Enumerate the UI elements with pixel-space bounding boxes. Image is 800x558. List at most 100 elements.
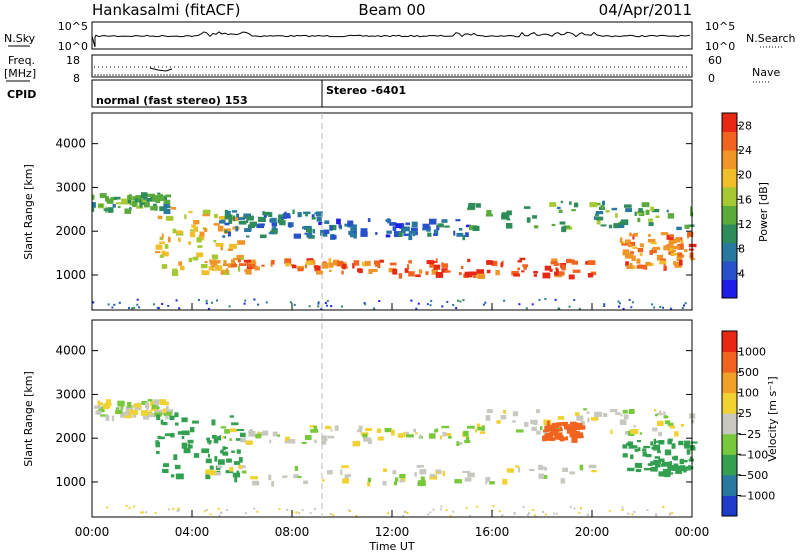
- velocity-y-ticks: 1000 2000 3000 4000: [55, 344, 692, 489]
- data-cell: [207, 453, 210, 458]
- data-cell: [139, 199, 142, 205]
- data-cell: [663, 471, 671, 478]
- data-cell: [205, 474, 211, 480]
- noise-cell: [608, 509, 611, 512]
- data-cell: [587, 260, 596, 265]
- data-cell: [579, 464, 584, 471]
- data-cell: [544, 433, 548, 438]
- data-cell: [500, 262, 503, 268]
- velocity-colorbar: 1000 500 100 25 −25 −100 −500 −1000: [721, 330, 775, 517]
- noise-cell: [289, 301, 292, 304]
- data-cell: [583, 408, 587, 411]
- noise-cell: [118, 301, 121, 304]
- data-cell: [132, 201, 138, 208]
- noise-cell: [293, 303, 296, 306]
- data-cell: [162, 408, 167, 414]
- data-cell: [375, 232, 378, 235]
- data-cell: [441, 425, 450, 429]
- data-cell: [301, 442, 307, 444]
- data-cell: [444, 225, 450, 228]
- data-cell: [567, 428, 574, 431]
- colorbar-swatch: [722, 495, 737, 517]
- data-cell: [634, 448, 639, 452]
- data-cell: [220, 219, 226, 224]
- data-cell: [215, 472, 221, 476]
- noise-cell: [140, 511, 143, 514]
- data-cell: [377, 262, 381, 269]
- data-cell: [143, 416, 150, 420]
- data-cell: [399, 473, 406, 479]
- data-cell: [115, 409, 123, 414]
- noise-cell: [462, 299, 465, 302]
- nsky-left-tick-top: 10^5: [58, 20, 88, 33]
- data-cell: [143, 202, 150, 208]
- data-cell: [153, 399, 160, 406]
- noise-cell: [430, 299, 433, 302]
- data-cell: [353, 260, 360, 266]
- data-cell: [188, 211, 193, 214]
- data-cell: [622, 249, 630, 255]
- data-cell: [224, 230, 228, 233]
- data-cell: [162, 422, 168, 426]
- data-cell: [312, 229, 316, 234]
- data-cell: [173, 454, 178, 460]
- data-cell: [479, 431, 486, 434]
- data-cell: [427, 232, 432, 237]
- data-cell: [225, 268, 229, 274]
- data-cell: [323, 229, 330, 234]
- noise-cell: [459, 300, 462, 303]
- data-cell: [297, 212, 302, 218]
- data-cell: [546, 420, 550, 426]
- data-cell: [656, 420, 664, 426]
- data-cell: [408, 271, 415, 277]
- data-cell: [677, 243, 684, 250]
- data-cell: [673, 463, 679, 466]
- data-cell: [688, 458, 694, 462]
- data-cell: [391, 429, 395, 436]
- noise-cell: [440, 505, 443, 508]
- beam-title: Beam 00: [358, 1, 425, 19]
- data-cell: [297, 475, 302, 478]
- data-cell: [558, 271, 565, 276]
- data-cell: [671, 465, 679, 471]
- data-cell: [650, 441, 654, 446]
- data-cell: [92, 207, 95, 212]
- data-cell: [342, 263, 346, 270]
- data-cell: [294, 465, 299, 471]
- data-cell: [393, 481, 397, 486]
- data-cell: [233, 215, 236, 222]
- noise-cell: [618, 305, 620, 308]
- data-cell: [217, 260, 221, 264]
- data-cell: [327, 470, 333, 475]
- data-cell: [224, 214, 233, 220]
- noise-cell: [198, 299, 200, 301]
- data-cell: [538, 473, 545, 479]
- data-cell: [513, 273, 520, 277]
- noise-cell: [217, 507, 220, 510]
- data-cell: [315, 211, 323, 217]
- noise-cell: [503, 299, 506, 302]
- data-cell: [248, 431, 256, 437]
- data-cell: [690, 419, 695, 424]
- data-cell: [244, 228, 252, 232]
- data-cell: [679, 465, 686, 469]
- data-cell: [201, 448, 210, 454]
- data-cell: [98, 204, 103, 208]
- data-cell: [605, 210, 610, 213]
- noise-cell: [317, 305, 320, 308]
- data-cell: [625, 208, 632, 213]
- data-cell: [462, 470, 471, 473]
- data-cell: [669, 234, 674, 238]
- nsky-right-tick-top: 10^5: [705, 20, 735, 33]
- freq-strip: Freq. [MHz] 18 8 60 0 Nave: [4, 54, 780, 85]
- noise-cell: [622, 307, 625, 310]
- noise-cell: [226, 508, 228, 511]
- data-cell: [348, 230, 354, 236]
- data-cell: [352, 440, 361, 447]
- data-cell: [631, 255, 636, 261]
- data-cell: [315, 270, 324, 275]
- noise-cell: [406, 512, 409, 514]
- noise-cell: [469, 514, 472, 517]
- data-cell: [268, 212, 273, 217]
